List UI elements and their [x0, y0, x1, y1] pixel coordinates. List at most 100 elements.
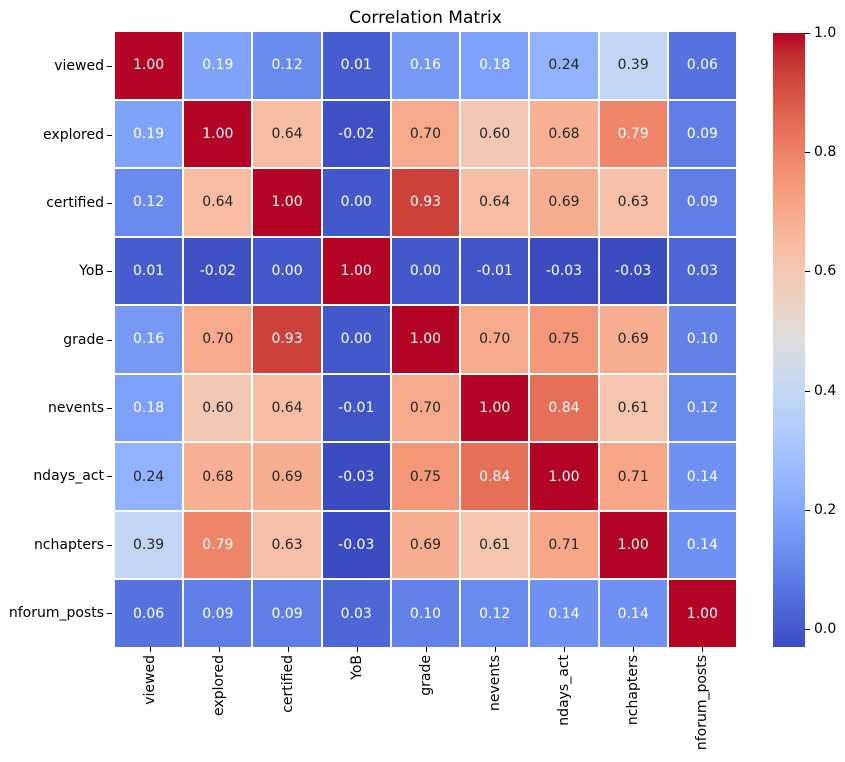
heatmap-cell: 0.61 [461, 511, 529, 579]
y-tick-label: YoB [79, 263, 104, 280]
y-tick-mark [107, 271, 112, 273]
heatmap-cell: 0.00 [322, 306, 390, 373]
heatmap-cell: -0.03 [599, 237, 667, 305]
x-tick-mark [701, 647, 703, 652]
heatmap-cell: 0.69 [530, 169, 598, 236]
heatmap-cell: 0.12 [253, 32, 321, 99]
heatmap-cell: 0.70 [391, 100, 460, 168]
heatmap-cell: 0.12 [461, 580, 529, 647]
heatmap-cell: 0.14 [668, 443, 736, 510]
heatmap-cell: 0.14 [668, 511, 736, 579]
x-tick-mark [425, 647, 427, 652]
heatmap-cell: 0.00 [322, 169, 390, 236]
y-tick-mark [107, 476, 112, 478]
heatmap-cell: 0.12 [668, 374, 736, 442]
heatmap-cell: 0.69 [391, 511, 460, 579]
heatmap-cell: 0.93 [391, 169, 460, 236]
heatmap-cell: 0.71 [530, 511, 598, 579]
colorbar-tick-mark [805, 152, 810, 154]
heatmap-cell: 1.00 [115, 32, 183, 99]
heatmap-cell: 0.69 [253, 443, 321, 510]
heatmap-cell: -0.02 [184, 237, 252, 305]
heatmap-cell: 0.71 [599, 443, 667, 510]
heatmap-cell: 0.09 [253, 580, 321, 647]
heatmap-cell: 0.09 [668, 100, 736, 168]
heatmap-cell: 1.00 [184, 100, 252, 168]
x-tick-label-text: certified [279, 655, 296, 713]
heatmap-cell: 1.00 [668, 580, 736, 647]
heatmap-cell: 0.70 [461, 306, 529, 373]
colorbar-tick-label: 0.8 [814, 144, 837, 161]
heatmap-cell: 0.10 [391, 580, 460, 647]
colorbar-tick-label: 0.2 [814, 501, 837, 518]
heatmap-cell: 0.61 [599, 374, 667, 442]
heatmap-cell: 0.68 [184, 443, 252, 510]
heatmap-cell: 0.03 [322, 580, 390, 647]
heatmap-cell: 0.64 [253, 374, 321, 442]
heatmap-cell: -0.02 [322, 100, 390, 168]
x-tick-label: nforum_posts [642, 655, 762, 762]
heatmap-cell: -0.03 [322, 443, 390, 510]
y-tick-label: certified [46, 194, 104, 211]
heatmap-cell: 0.01 [115, 237, 183, 305]
x-tick-mark [632, 647, 634, 652]
heatmap-cell: 0.09 [668, 169, 736, 236]
heatmap-cell: 0.84 [530, 374, 598, 442]
heatmap-cell: 1.00 [322, 237, 390, 305]
colorbar-tick-mark [805, 390, 810, 392]
x-tick-label-text: grade [417, 655, 434, 696]
colorbar [773, 33, 805, 647]
heatmap-cell: 1.00 [599, 511, 667, 579]
heatmap-cell: 1.00 [391, 306, 460, 373]
heatmap-cell: -0.03 [530, 237, 598, 305]
y-tick-label: nevents [47, 399, 104, 416]
heatmap-cell: 0.70 [391, 374, 460, 442]
heatmap-cell: 0.01 [322, 32, 390, 99]
heatmap-cell: 0.63 [599, 169, 667, 236]
heatmap-cell: 0.18 [461, 32, 529, 99]
heatmap-cell: 0.19 [115, 100, 183, 168]
heatmap-cell: 0.64 [461, 169, 529, 236]
y-tick-mark [107, 202, 112, 204]
heatmap-cell: 1.00 [461, 374, 529, 442]
y-tick-mark [107, 339, 112, 341]
x-tick-mark [494, 647, 496, 652]
heatmap-cell: 0.79 [184, 511, 252, 579]
heatmap-cell: 0.60 [461, 100, 529, 168]
heatmap-cell: -0.03 [322, 511, 390, 579]
heatmap-cell: 0.63 [253, 511, 321, 579]
heatmap-cell: 0.64 [184, 169, 252, 236]
x-tick-label-text: ndays_act [555, 655, 572, 726]
heatmap-cell: 0.16 [391, 32, 460, 99]
heatmap-cell: 1.00 [530, 443, 598, 510]
heatmap-cell: 0.16 [115, 306, 183, 373]
colorbar-tick-label: 0.0 [814, 621, 837, 638]
x-tick-mark [356, 647, 358, 652]
y-tick-label: explored [43, 126, 104, 143]
x-tick-label-text: nforum_posts [693, 655, 710, 751]
colorbar-tick-label: 0.6 [814, 263, 837, 280]
colorbar-tick-label: 0.4 [814, 382, 837, 399]
x-tick-label-text: YoB [348, 655, 365, 680]
heatmap-cell: 0.10 [668, 306, 736, 373]
heatmap-cell: 0.19 [184, 32, 252, 99]
y-tick-mark [107, 66, 112, 68]
heatmap-cell: 0.00 [391, 237, 460, 305]
chart-title: Correlation Matrix [349, 8, 502, 28]
heatmap-cell: 0.24 [530, 32, 598, 99]
heatmap-cell: 0.18 [115, 374, 183, 442]
heatmap-cell: 0.64 [253, 100, 321, 168]
heatmap-cell: 0.84 [461, 443, 529, 510]
y-tick-mark [107, 544, 112, 546]
heatmap-cell: 0.14 [530, 580, 598, 647]
x-tick-label-text: viewed [141, 655, 158, 705]
colorbar-tick-mark [805, 509, 810, 511]
heatmap-cell: 0.79 [599, 100, 667, 168]
heatmap-cell: 0.24 [115, 443, 183, 510]
y-tick-label: nforum_posts [8, 604, 104, 621]
heatmap-cell: 0.93 [253, 306, 321, 373]
y-tick-mark [107, 407, 112, 409]
x-tick-mark [287, 647, 289, 652]
y-tick-label: grade [63, 331, 104, 348]
colorbar-tick-mark [805, 271, 810, 273]
